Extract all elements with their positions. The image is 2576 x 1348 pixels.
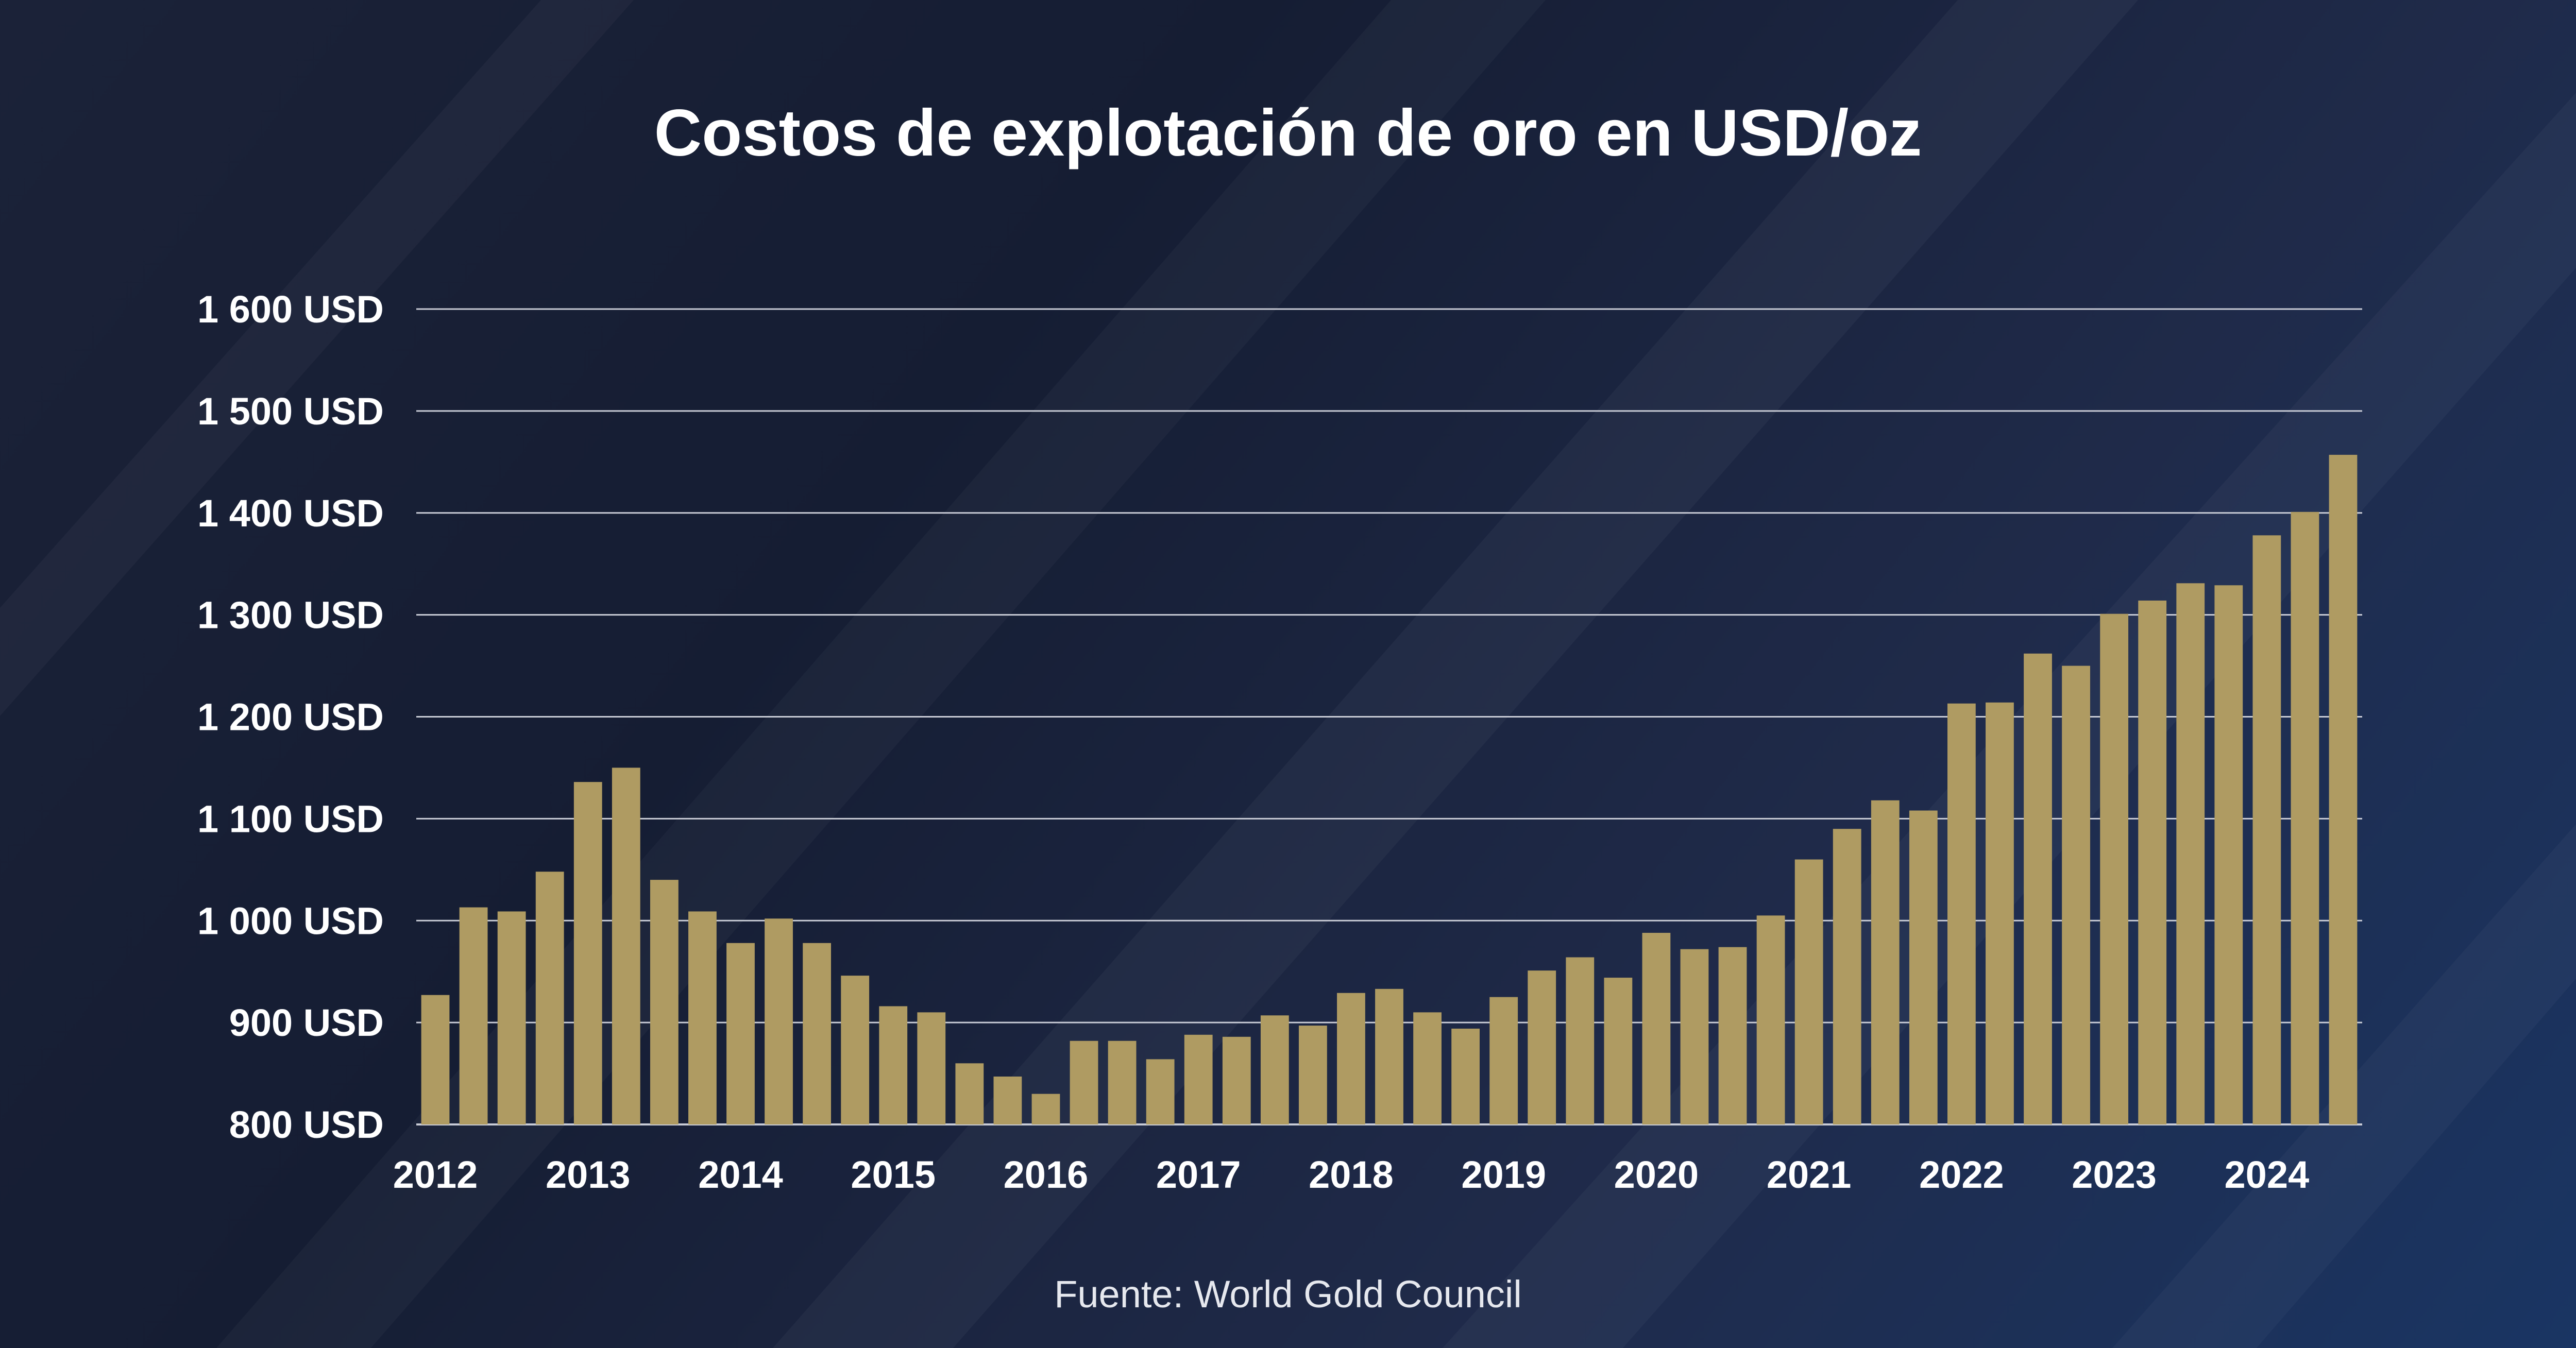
bar [879,1006,908,1124]
bar [1528,970,1556,1124]
bar [993,1076,1022,1124]
bar [1222,1036,1251,1124]
bar [1566,957,1595,1124]
bar [917,1012,946,1124]
y-tick-label: 1 400 USD [197,492,384,535]
bar [1184,1034,1213,1124]
x-tick-label: 2023 [2072,1153,2157,1196]
y-tick-label: 1 100 USD [197,797,384,840]
bar [1642,932,1671,1124]
chart-title: Costos de explotación de oro en USD/oz [654,96,1922,170]
bar [612,767,640,1124]
bar [1375,988,1403,1124]
y-tick-label: 1 500 USD [197,390,384,433]
x-tick-label: 2012 [393,1153,478,1196]
bar [1833,829,1861,1124]
bar [1909,810,1938,1124]
bar [726,943,755,1124]
bar [2214,585,2243,1124]
bar [1260,1015,1289,1124]
y-tick-label: 1 200 USD [197,696,384,739]
x-tick-label: 2022 [1919,1153,2004,1196]
bar [1451,1028,1480,1124]
bar [1680,949,1709,1124]
bar [2024,653,2052,1124]
x-tick-label: 2021 [1767,1153,1852,1196]
bar [459,907,488,1124]
bar [497,911,526,1124]
source-note: Fuente: World Gold Council [1054,1273,1522,1316]
bar [1604,978,1633,1124]
x-tick-label: 2015 [851,1153,936,1196]
bars [421,454,2358,1125]
x-tick-label: 2016 [1004,1153,1089,1196]
bar [650,880,679,1124]
bar [1108,1040,1137,1124]
bar [1794,859,1823,1124]
bar [1337,993,1365,1124]
bar [2176,583,2205,1124]
x-tick-label: 2014 [698,1153,783,1196]
bar [1871,800,1900,1124]
bar [1146,1059,1175,1124]
y-tick-label: 1 000 USD [197,899,384,942]
x-tick-label: 2013 [546,1153,631,1196]
bar [1986,702,2014,1124]
x-tick-label: 2024 [2225,1153,2310,1196]
bar [2291,511,2319,1124]
bar [2100,613,2129,1124]
bar [421,995,450,1124]
bar [1413,1012,1442,1124]
y-tick-label: 1 300 USD [197,594,384,637]
bar [535,872,564,1124]
x-tick-label: 2017 [1156,1153,1241,1196]
y-axis-tick-labels: 800 USD 900 USD 1 000 USD 1 100 USD 1 200 US… [197,288,384,1146]
bar [1070,1040,1098,1124]
bar [1489,997,1518,1124]
bar [1756,915,1785,1124]
bar [2138,600,2167,1124]
bar [765,918,793,1124]
y-tick-label: 800 USD [229,1103,384,1146]
bar [803,943,832,1124]
x-tick-label: 2018 [1309,1153,1394,1196]
bar [1031,1094,1060,1124]
bar [573,782,602,1124]
bar [2329,454,2358,1125]
bar [955,1063,984,1124]
bar [1298,1026,1327,1124]
y-tick-label: 1 600 USD [197,288,384,331]
bar [1718,947,1747,1124]
x-tick-label: 2019 [1461,1153,1546,1196]
bar [2252,535,2281,1124]
bar [841,976,870,1124]
x-axis-tick-labels: 2012 2013 2014 2015 2016 2017 2018 2019 2020 2021… [393,1153,2309,1196]
x-tick-label: 2020 [1614,1153,1699,1196]
bar [1947,703,1976,1124]
bar [688,911,717,1124]
bar [2062,666,2090,1124]
y-tick-label: 900 USD [229,1001,384,1044]
